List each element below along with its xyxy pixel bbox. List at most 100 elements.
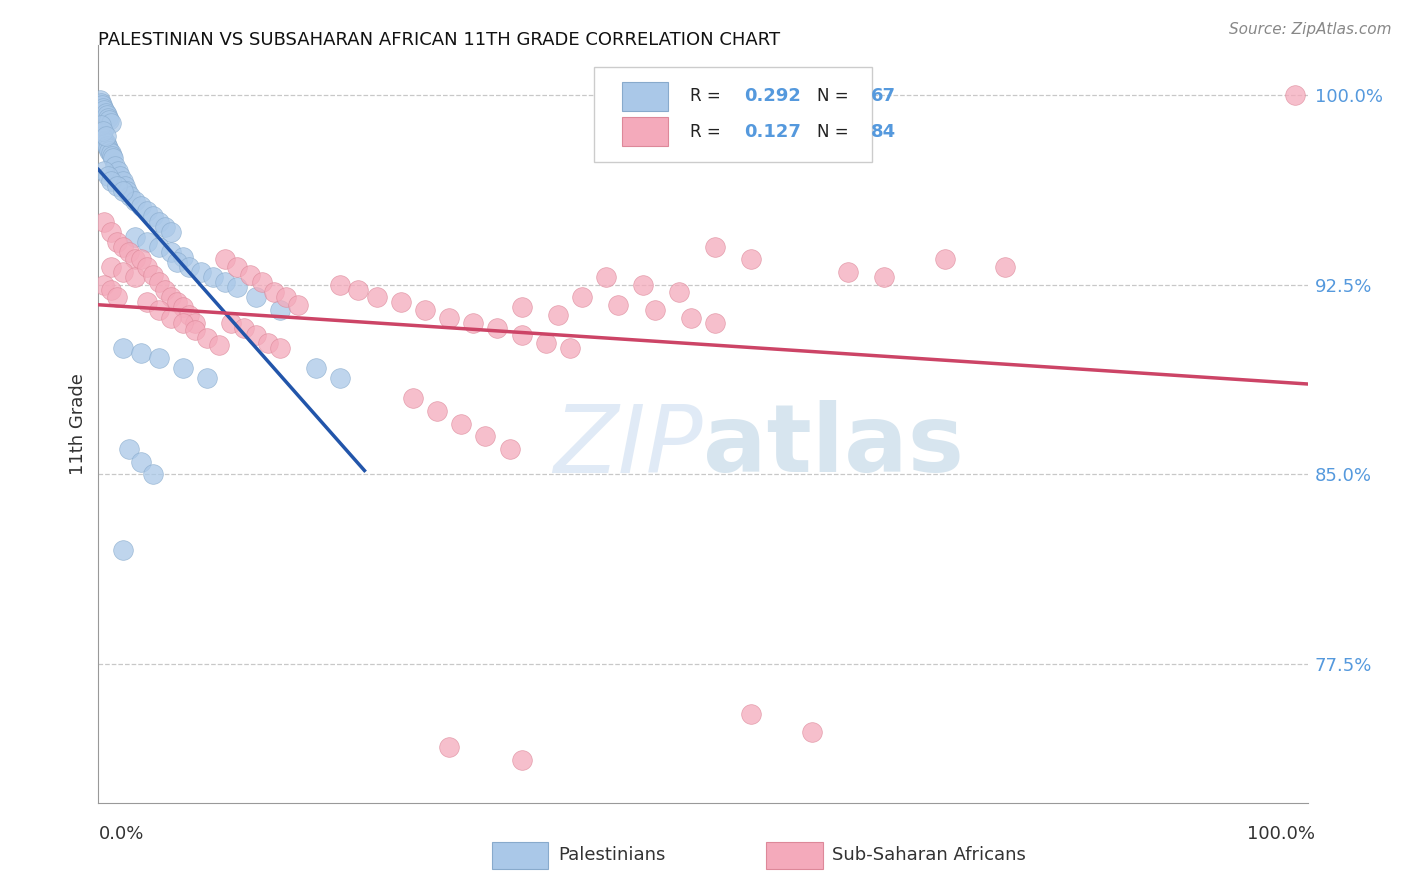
Point — [111, 543, 134, 558]
Point — [190, 265, 212, 279]
Point — [91, 123, 114, 137]
Point — [166, 295, 188, 310]
Point — [97, 141, 120, 155]
Point — [104, 159, 127, 173]
Point — [486, 320, 509, 334]
FancyBboxPatch shape — [595, 68, 872, 162]
Point — [571, 290, 593, 304]
Text: Palestinians: Palestinians — [558, 847, 665, 864]
Point — [607, 298, 630, 312]
Point — [1284, 88, 1306, 103]
Point — [329, 277, 352, 292]
Point — [118, 244, 141, 259]
Point — [142, 467, 165, 482]
Point — [114, 179, 136, 194]
Point — [93, 277, 115, 292]
Point — [100, 225, 122, 239]
Point — [111, 174, 134, 188]
Point — [389, 295, 412, 310]
Point — [90, 119, 112, 133]
Point — [93, 103, 115, 118]
Point — [160, 290, 183, 304]
Point — [437, 740, 460, 755]
Point — [160, 225, 183, 239]
Point — [208, 338, 231, 352]
Point — [558, 341, 581, 355]
Point — [91, 131, 114, 145]
Point — [195, 331, 218, 345]
Point — [100, 116, 122, 130]
Point — [214, 275, 236, 289]
Point — [94, 128, 117, 143]
Text: Sub-Saharan Africans: Sub-Saharan Africans — [832, 847, 1026, 864]
Point — [510, 753, 533, 767]
Point — [245, 328, 267, 343]
Point — [100, 149, 122, 163]
Point — [172, 361, 194, 376]
Point — [631, 277, 654, 292]
Point — [129, 455, 152, 469]
Bar — [621, 82, 668, 111]
Point — [90, 95, 112, 110]
Point — [93, 214, 115, 228]
Point — [160, 244, 183, 259]
Point — [250, 275, 273, 289]
Point — [179, 260, 201, 274]
Point — [135, 204, 157, 219]
Point — [245, 290, 267, 304]
Point — [195, 371, 218, 385]
Point — [135, 295, 157, 310]
Point — [347, 283, 370, 297]
Point — [994, 260, 1017, 274]
Point — [269, 302, 291, 317]
Point — [184, 316, 207, 330]
Point — [704, 316, 727, 330]
Point — [111, 265, 134, 279]
Point — [97, 169, 120, 183]
Text: atlas: atlas — [703, 401, 965, 492]
Point — [547, 308, 569, 322]
Point — [97, 111, 120, 125]
Point — [172, 301, 194, 315]
Point — [184, 323, 207, 337]
Point — [108, 169, 131, 183]
Text: 0.127: 0.127 — [744, 123, 801, 141]
Point — [510, 328, 533, 343]
Bar — [621, 118, 668, 146]
Point — [498, 442, 520, 456]
Point — [450, 417, 472, 431]
Point — [740, 707, 762, 722]
Point — [111, 184, 134, 198]
Point — [256, 335, 278, 350]
Point — [111, 240, 134, 254]
Point — [668, 285, 690, 300]
Text: R =: R = — [690, 87, 725, 105]
Point — [118, 189, 141, 203]
Point — [98, 113, 121, 128]
Point — [366, 290, 388, 304]
Point — [93, 164, 115, 178]
Point — [269, 341, 291, 355]
Point — [534, 335, 557, 350]
Point — [129, 252, 152, 267]
Point — [274, 290, 297, 304]
Point — [437, 310, 460, 325]
Point — [118, 442, 141, 456]
Point — [101, 151, 124, 165]
Point — [704, 240, 727, 254]
Point — [329, 371, 352, 385]
Point — [96, 108, 118, 122]
Point — [679, 310, 702, 325]
Text: Source: ZipAtlas.com: Source: ZipAtlas.com — [1229, 22, 1392, 37]
Point — [510, 301, 533, 315]
Point — [413, 302, 436, 317]
Point — [166, 255, 188, 269]
Text: 100.0%: 100.0% — [1247, 825, 1315, 843]
Text: ZIP: ZIP — [554, 401, 703, 492]
Point — [172, 316, 194, 330]
Point — [124, 270, 146, 285]
Point — [148, 240, 170, 254]
Point — [226, 260, 249, 274]
Point — [124, 194, 146, 209]
Point — [91, 101, 114, 115]
